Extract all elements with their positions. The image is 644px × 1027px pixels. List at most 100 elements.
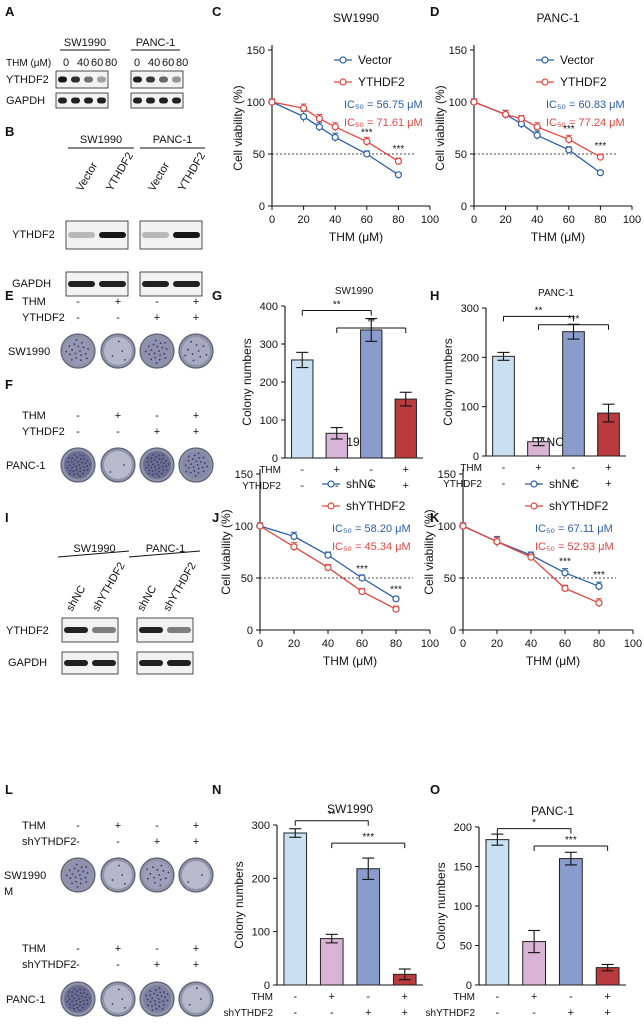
row-sign: - [335, 480, 339, 492]
colony-dot [82, 472, 84, 475]
colony-dot [80, 866, 83, 869]
blot-i-underline [128, 550, 201, 558]
blot-a-dose: 0 [134, 57, 140, 69]
colony-dot [77, 869, 80, 872]
blot-band [92, 660, 116, 666]
bar [558, 858, 583, 986]
colony-plate [100, 857, 136, 893]
colony-dot [76, 456, 78, 459]
colony-dot [121, 350, 124, 352]
plate-colonies [64, 985, 92, 1013]
colony-dot [117, 864, 120, 867]
colony-dot [83, 992, 85, 994]
blot-band [139, 627, 163, 633]
plate-colonies [104, 985, 132, 1013]
chart-title: PANC-1 [538, 288, 574, 299]
data-point [268, 98, 276, 106]
blot-a-protein-label: YTHDF2 [6, 74, 49, 86]
blot-band [99, 281, 126, 287]
legend-marker [541, 78, 549, 86]
colony-dot [164, 357, 167, 359]
colony-dot [161, 466, 164, 468]
colony-dot [154, 339, 157, 342]
chart-title: PANC-1 [531, 804, 574, 818]
line-chart-d: PANC-1 0 50 100 150 0 20 40 60 80 100 THM (μM) Cell … [433, 11, 641, 244]
plate-sign: + [193, 426, 199, 438]
plate-sign: + [193, 820, 199, 832]
plate-sign: - [116, 426, 120, 438]
series-line [259, 525, 397, 600]
row-sign: - [330, 1007, 334, 1019]
colony-dot [151, 1005, 153, 1007]
colony-dot [195, 460, 198, 463]
plate-row-label: YTHDF2 [22, 312, 65, 324]
colony-dot [147, 345, 150, 348]
blot-a-cell-label: SW1990 [64, 37, 106, 49]
data-point [363, 150, 371, 158]
plate-colonies [64, 337, 92, 365]
colony-dot [187, 459, 190, 462]
colony-dot [158, 358, 161, 361]
blot-a-dose: 40 [148, 57, 160, 69]
data-point [596, 169, 605, 177]
colony-dot [79, 1001, 82, 1003]
row-label: THM [251, 992, 273, 1003]
x-axis-label: THM (μM) [329, 230, 383, 244]
blot-a-gapdh-strip [130, 92, 184, 109]
colony-dot [157, 998, 160, 1000]
y-axis-label: Colony numbers [232, 861, 246, 948]
colony-dot [147, 464, 150, 467]
colony-dot [65, 350, 68, 353]
x-tick-label: 80 [593, 638, 605, 650]
colony-dot [76, 1006, 79, 1009]
panel-letter-o: O [430, 782, 440, 797]
colony-dot [82, 870, 85, 873]
plate-sign: - [76, 312, 80, 324]
colony-plate [100, 981, 136, 1017]
panel-letter-a: A [5, 4, 15, 19]
blot-a-protein-label: GAPDH [6, 95, 45, 107]
row-sign: + [365, 1007, 371, 1019]
colony-dot [69, 353, 71, 356]
y-tick-label: 100 [438, 521, 456, 533]
colony-dot [193, 470, 196, 472]
colony-dot [198, 456, 201, 459]
colony-dot [72, 1004, 75, 1007]
colony-dot [206, 465, 209, 468]
colony-dot [147, 1004, 150, 1007]
colony-dot [67, 991, 70, 993]
blot-b-ythdf2-strip [65, 220, 129, 250]
y-tick-label: 200 [260, 377, 278, 389]
plate-row-label: THM [22, 410, 46, 422]
colony-dot [121, 998, 124, 1000]
colony-dot [83, 469, 86, 472]
plate-sign: + [193, 312, 199, 324]
significance-marker: *** [559, 556, 571, 567]
colony-dot [165, 469, 168, 471]
row-sign: - [572, 462, 576, 474]
y-tick-label: 150 [438, 469, 456, 481]
colony-dot [121, 874, 124, 876]
legend-marker [530, 502, 538, 510]
colony-dot [196, 987, 198, 989]
blot-band [68, 281, 95, 287]
blot-frame [55, 70, 109, 89]
colony-dot [155, 1008, 158, 1010]
row-sign: - [569, 991, 573, 1003]
blot-i-protein-label: GAPDH [8, 657, 47, 669]
x-tick-label: 20 [297, 214, 309, 226]
data-point [527, 553, 535, 561]
plate-colonies [182, 985, 210, 1013]
colony-dot [71, 466, 74, 469]
y-tick-label: 0 [473, 451, 479, 463]
significance-marker: *** [361, 127, 373, 138]
plate-sign: - [155, 943, 159, 955]
colony-dot [67, 995, 70, 997]
blot-b-protein-label: GAPDH [12, 278, 51, 290]
plate-colonies [104, 337, 132, 365]
plate-sign: - [116, 312, 120, 324]
ic50-label: IC₅₀ = 71.61 μM [344, 117, 423, 129]
